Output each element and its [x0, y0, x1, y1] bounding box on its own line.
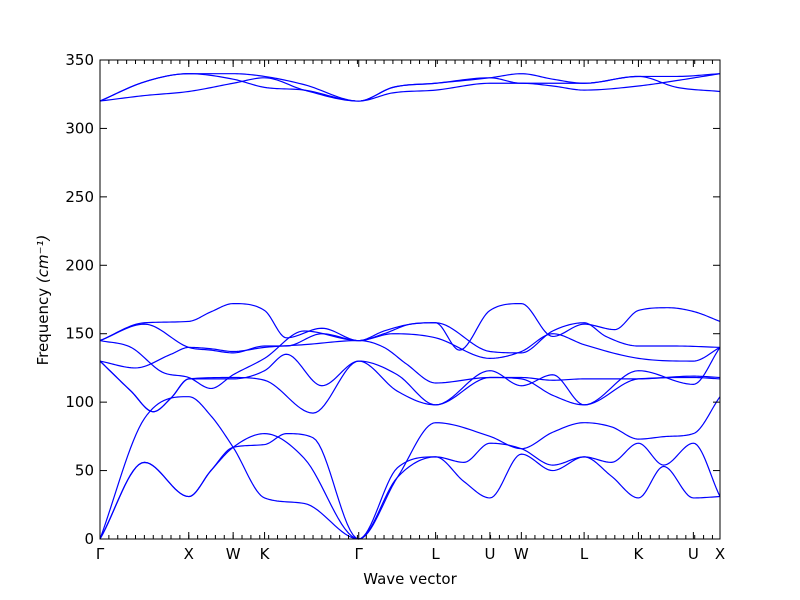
- y-axis-title-unit: (cm⁻¹): [34, 235, 52, 284]
- x-tick-label-5: L: [431, 545, 440, 563]
- x-tick-label-0: Γ: [96, 545, 105, 563]
- band-lines: [99, 73, 721, 540]
- y-tick-label: 0: [84, 530, 94, 548]
- x-tick-label-8: L: [580, 545, 589, 563]
- y-tick-label: 350: [65, 51, 94, 69]
- band-10: [99, 73, 721, 102]
- y-axis-title-group: Frequency (cm⁻¹): [34, 235, 52, 366]
- band-12: [99, 73, 721, 102]
- x-tick-label-3: K: [260, 545, 271, 563]
- y-ticks: 0 50 100 150 200 250 300 350: [65, 51, 720, 548]
- x-axis-title: Wave vector: [363, 570, 457, 588]
- x-tick-label-6: U: [484, 545, 495, 563]
- y-tick-label: 200: [65, 256, 94, 274]
- band-9: [99, 303, 721, 351]
- y-tick-label: 300: [65, 119, 94, 137]
- band-5: [99, 347, 721, 413]
- band-8: [99, 322, 721, 354]
- x-tick-label-2: W: [226, 545, 241, 563]
- y-tick-label: 150: [65, 325, 94, 343]
- y-tick-label: 100: [65, 393, 94, 411]
- x-tick-label-4: Γ: [355, 545, 364, 563]
- x-tick-label-1: X: [184, 545, 194, 563]
- x-tick-label-10: U: [688, 545, 699, 563]
- y-tick-label: 50: [75, 462, 94, 480]
- plot-frame: [99, 59, 721, 540]
- y-axis-title-text: Frequency: [34, 288, 52, 366]
- x-tick-label-11: X: [715, 545, 725, 563]
- band-3: [99, 396, 721, 540]
- y-axis-title: Frequency (cm⁻¹): [34, 235, 52, 366]
- y-tick-label: 250: [65, 188, 94, 206]
- x-tick-label-7: W: [514, 545, 529, 563]
- x-tick-label-9: K: [634, 545, 645, 563]
